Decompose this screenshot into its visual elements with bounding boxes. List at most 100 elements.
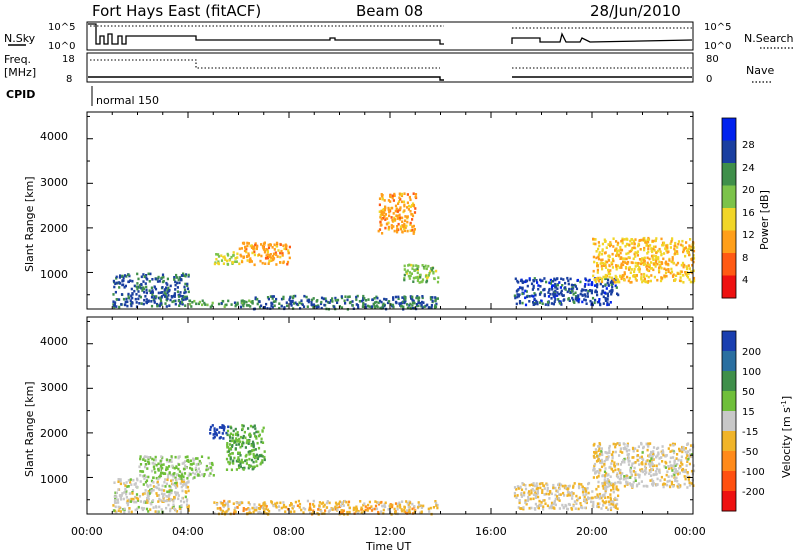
velocity-cell (178, 463, 181, 466)
power-cell (401, 220, 404, 223)
power-cell (412, 299, 415, 303)
velocity-cell (338, 505, 341, 509)
velocity-cell (665, 473, 668, 477)
velocity-cell (232, 429, 235, 433)
power-cell (406, 269, 409, 272)
velocity-colorbar-label: Velocity [m s-1] (780, 396, 793, 478)
power-cell (567, 298, 570, 301)
velocity-cell (143, 492, 146, 495)
power-cell (671, 237, 674, 240)
velocity-cell (542, 505, 545, 508)
velocity-cell (169, 509, 172, 513)
velocity-cell (644, 462, 647, 466)
power-cell (340, 296, 344, 300)
power-cell (609, 301, 612, 304)
velocity-cell (167, 494, 171, 497)
power-cell (140, 302, 143, 305)
power-cell (643, 272, 646, 276)
power-cell (158, 304, 161, 308)
power-cell (403, 273, 406, 277)
power-cell (397, 295, 400, 299)
velocity-cell (247, 427, 250, 430)
velocity-cell (413, 505, 416, 508)
velocity-cell (550, 492, 553, 496)
power-cell (657, 269, 661, 272)
power-cell (150, 290, 153, 294)
power-cell (407, 204, 411, 208)
velocity-cell (194, 466, 197, 470)
velocity-cell (617, 494, 620, 498)
power-cell (413, 301, 416, 305)
power-cell (643, 277, 646, 281)
power-cell (381, 232, 384, 235)
power-cell (659, 250, 662, 254)
velocity-cell (254, 427, 257, 430)
velocity-cell (592, 454, 595, 458)
power-cell (639, 248, 642, 251)
power-cell (115, 281, 118, 285)
velocity-cell (211, 469, 214, 472)
velocity-cell (155, 492, 158, 495)
velocity-cell (171, 498, 174, 502)
velocity-cell (264, 504, 267, 507)
power-cell (429, 306, 432, 309)
velocity-cell (293, 510, 296, 513)
velocity-cell (127, 510, 130, 513)
velocity-cell (241, 443, 244, 446)
power-cell (516, 295, 519, 299)
velocity-cell (113, 509, 116, 512)
velocity-cell (404, 511, 408, 514)
power-cell (379, 306, 382, 310)
velocity-cell (398, 503, 402, 507)
velocity-cell (166, 476, 170, 479)
velocity-cell (164, 485, 167, 488)
velocity-cell (554, 486, 557, 490)
power-cell (311, 298, 314, 302)
power-cell (543, 294, 546, 298)
power-cell (383, 211, 386, 214)
velocity-cell (152, 488, 155, 492)
power-cell (587, 279, 590, 283)
power-cbtick-4: 4 (742, 275, 748, 286)
velocity-ytick-1000: 1000 (40, 473, 68, 486)
velocity-cell (239, 445, 242, 449)
power-cell (140, 275, 143, 279)
power-cell (393, 216, 396, 220)
velocity-cell (519, 507, 522, 510)
power-cell (223, 305, 226, 308)
velocity-cell (194, 472, 197, 476)
power-cell (272, 295, 275, 298)
power-cell (351, 304, 354, 307)
velocity-cell (128, 498, 131, 502)
power-cell (166, 291, 169, 294)
power-cell (356, 304, 360, 307)
velocity-cell (566, 488, 569, 491)
velocity-cell (175, 478, 178, 481)
power-cell (184, 282, 187, 286)
velocity-cell (669, 485, 672, 489)
velocity-cell (201, 473, 204, 476)
power-cell (609, 242, 612, 245)
power-cell (410, 272, 413, 275)
nsky-strip: N.Sky 10^5 10^0 10^5 10^0 N.Search (4, 21, 795, 52)
velocity-cell (132, 478, 135, 482)
velocity-cell (575, 494, 578, 498)
velocity-cell (601, 499, 604, 503)
power-cell (572, 284, 575, 287)
power-cell (411, 218, 414, 221)
velocity-cell (662, 485, 665, 489)
power-cell (282, 260, 285, 264)
power-cell (315, 300, 318, 303)
velocity-cell (298, 502, 302, 506)
velocity-cell (352, 508, 355, 512)
power-cell (226, 262, 229, 266)
power-cell (532, 284, 535, 288)
power-cell (422, 301, 425, 304)
velocity-cell (598, 454, 601, 457)
power-cell (320, 306, 323, 310)
power-cell (130, 287, 133, 291)
velocity-cell (263, 450, 266, 453)
power-cell (615, 267, 618, 271)
power-cell (670, 238, 674, 242)
velocity-cell (238, 451, 241, 455)
